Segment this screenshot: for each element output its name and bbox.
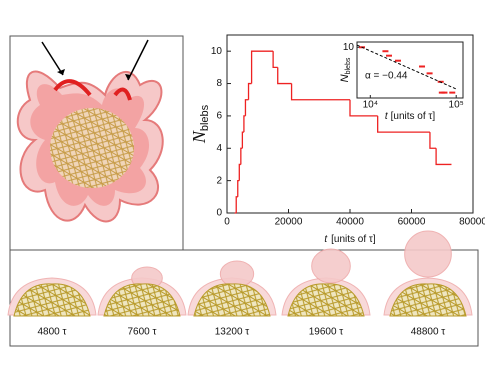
step-segment	[238, 163, 241, 181]
y-tick-label: 6	[216, 111, 222, 122]
x-axis-label: t [units of τ]	[324, 234, 376, 245]
x-tick-label: 10⁵	[449, 100, 464, 111]
step-segment	[244, 99, 249, 116]
snapshot-label: 7600 τ	[128, 327, 157, 338]
snapshot: 4800 τ	[7, 277, 97, 338]
y-tick-label: 4	[216, 143, 222, 154]
snapshot-label: 4800 τ	[38, 327, 67, 338]
bleb	[311, 248, 351, 284]
step-segment	[272, 51, 278, 69]
snapshot-label: 13200 τ	[215, 327, 250, 338]
x-tick-label: 20000	[275, 217, 303, 228]
y-tick-label: 10	[211, 46, 223, 57]
cell-image	[16, 39, 164, 223]
snapshot: 13200 τ	[187, 260, 277, 338]
y-axis-label: Nblebs	[339, 57, 352, 82]
step-segment	[247, 82, 252, 100]
x-tick-label: 10⁴	[363, 100, 378, 111]
fit-line	[356, 44, 457, 90]
x-label-var: t	[385, 111, 389, 122]
x-label-var: t	[324, 234, 328, 245]
snapshot-label: 19600 τ	[309, 327, 344, 338]
x-tick-label: 40000	[336, 217, 364, 228]
bleb	[404, 230, 452, 278]
y-label-sub: blebs	[199, 104, 211, 131]
snapshot-panel	[9, 249, 479, 347]
x-label-text: [units of τ]	[331, 234, 376, 245]
step-segment	[435, 148, 452, 166]
bleb	[219, 260, 255, 288]
y-axis-label: Nblebs	[189, 104, 211, 144]
annotation: α = −0.44	[365, 71, 408, 82]
y-label-var: N	[339, 74, 351, 82]
y-label-sub: blebs	[345, 57, 352, 74]
x-tick-label: 60000	[398, 217, 426, 228]
y-tick-label: 2	[216, 175, 222, 186]
step-segment	[241, 131, 244, 149]
x-label-text: [units of τ]	[391, 111, 436, 122]
step-segment	[349, 99, 378, 117]
step-segment	[429, 132, 437, 149]
cortex	[13, 283, 91, 317]
step-segment	[277, 67, 292, 85]
y-tick-label: 0	[216, 208, 222, 219]
step-segment	[250, 50, 274, 84]
step-segment	[290, 83, 350, 101]
x-tick-label: 80000	[459, 217, 485, 228]
cortex	[389, 283, 467, 317]
snapshot-label: 48800 τ	[411, 327, 446, 338]
cortex	[287, 283, 365, 317]
y-tick-label: 10	[343, 42, 355, 53]
step-segment	[237, 179, 240, 197]
snapshot: 19600 τ	[281, 248, 371, 338]
snapshot: 7600 τ	[97, 266, 187, 338]
x-axis-label: t [units of τ]	[385, 111, 436, 122]
inset-frame	[356, 41, 464, 99]
y-tick-label: 8	[216, 78, 222, 89]
snapshot: 48800 τ	[383, 230, 473, 338]
y-label-var: N	[189, 130, 209, 144]
cortex	[193, 283, 271, 317]
step-segment	[240, 147, 243, 165]
step-segment	[243, 115, 246, 133]
x-tick-label: 0	[224, 217, 230, 228]
step-segment	[235, 196, 238, 213]
step-segment	[377, 115, 430, 133]
cortex	[103, 283, 181, 317]
